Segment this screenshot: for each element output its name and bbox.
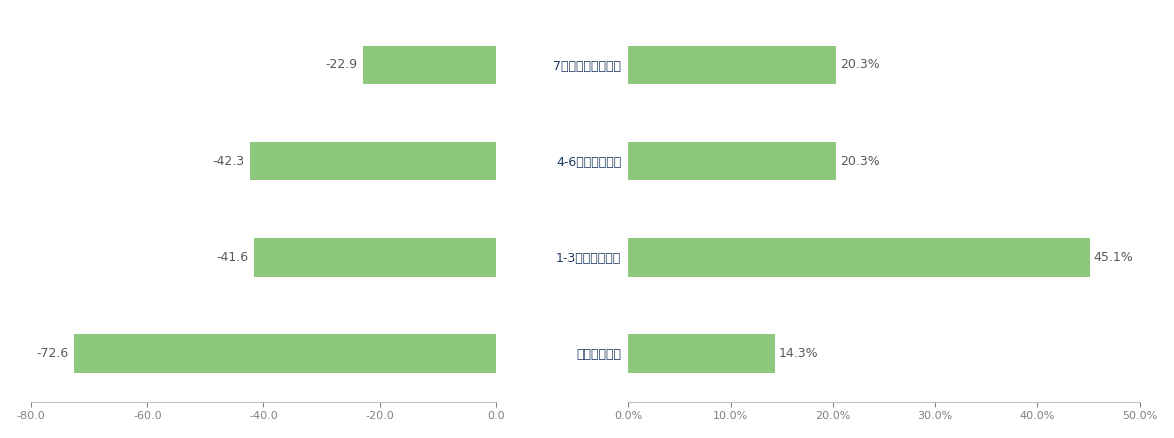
Bar (628, 334, 775, 373)
Text: 14.3%: 14.3% (778, 347, 818, 360)
Text: 20.3%: 20.3% (841, 58, 879, 71)
Bar (255, 238, 495, 276)
Text: 20.3%: 20.3% (841, 155, 879, 167)
Text: -72.6: -72.6 (36, 347, 68, 360)
Bar (628, 142, 836, 180)
Text: 45.1%: 45.1% (1094, 251, 1133, 264)
Text: -42.3: -42.3 (212, 155, 244, 167)
Bar (628, 238, 1089, 276)
Bar (250, 142, 495, 180)
Text: -41.6: -41.6 (216, 251, 249, 264)
Bar (363, 46, 495, 84)
Bar (628, 46, 836, 84)
Bar (74, 334, 495, 373)
Text: -22.9: -22.9 (325, 58, 357, 71)
